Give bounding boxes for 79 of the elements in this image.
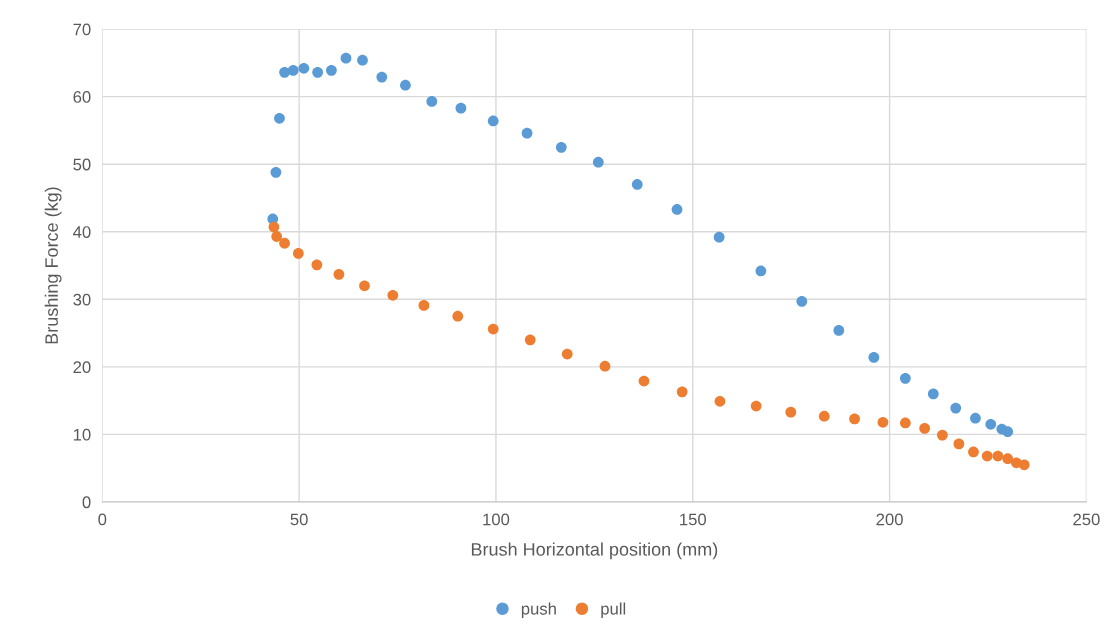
point xyxy=(796,295,808,307)
point xyxy=(487,323,499,335)
point xyxy=(287,64,299,76)
point xyxy=(268,221,280,233)
point xyxy=(387,289,399,301)
point xyxy=(452,310,464,322)
point xyxy=(592,156,604,168)
point xyxy=(927,388,939,400)
x-tick-label: 150 xyxy=(680,513,707,526)
point xyxy=(271,231,283,242)
point xyxy=(981,450,993,462)
point xyxy=(357,54,368,66)
point xyxy=(292,248,304,259)
y-tick-label: 60 xyxy=(73,91,91,103)
y-tick-label: 70 xyxy=(73,23,91,36)
x-tick-label: 50 xyxy=(290,513,308,526)
point xyxy=(1002,426,1014,438)
point xyxy=(818,410,830,422)
point xyxy=(279,66,290,78)
point xyxy=(340,52,352,64)
legend-label: pull xyxy=(601,602,626,618)
point xyxy=(849,413,860,425)
point xyxy=(487,115,499,127)
point xyxy=(638,375,650,387)
point xyxy=(274,112,285,124)
point xyxy=(311,259,323,271)
point xyxy=(713,231,725,243)
point xyxy=(714,395,726,407)
point xyxy=(312,66,324,78)
point xyxy=(785,406,797,418)
point xyxy=(1018,459,1030,471)
y-tick-label: 0 xyxy=(82,496,91,509)
x-axis-title: Brush Horizontal position (mm) xyxy=(471,542,718,560)
point xyxy=(953,438,965,450)
point xyxy=(279,237,290,249)
point xyxy=(936,429,948,441)
point xyxy=(671,204,683,215)
x-tick-label: 250 xyxy=(1073,513,1100,526)
point xyxy=(418,300,430,311)
x-tick-label: 200 xyxy=(876,513,903,526)
point xyxy=(561,348,573,360)
point xyxy=(950,402,962,414)
x-tick-label: 0 xyxy=(98,513,107,526)
point xyxy=(899,417,911,429)
y-tick-label: 20 xyxy=(73,361,91,374)
point xyxy=(376,71,388,83)
point xyxy=(970,412,981,424)
point xyxy=(919,422,931,434)
point xyxy=(298,62,310,74)
y-tick-label: 10 xyxy=(73,428,91,441)
point xyxy=(750,400,762,412)
point xyxy=(899,372,911,384)
point xyxy=(400,79,411,91)
point xyxy=(426,96,438,107)
point xyxy=(599,360,611,372)
point xyxy=(868,352,880,363)
point xyxy=(270,166,282,178)
point xyxy=(631,179,643,190)
legend-label: push xyxy=(521,602,556,618)
point xyxy=(333,268,345,280)
point xyxy=(833,325,845,336)
y-axis-title: Brushing Force (kg) xyxy=(44,187,62,344)
point xyxy=(755,265,767,277)
point xyxy=(968,446,979,458)
point xyxy=(877,416,889,428)
x-tick-label: 100 xyxy=(483,513,510,526)
point xyxy=(992,450,1004,462)
point xyxy=(555,141,567,153)
point xyxy=(985,418,997,430)
point xyxy=(359,280,370,292)
y-tick-label: 50 xyxy=(73,158,91,171)
y-tick-label: 40 xyxy=(73,226,91,238)
point xyxy=(524,334,536,346)
y-tick-label: 30 xyxy=(73,293,91,306)
point xyxy=(676,386,688,398)
point xyxy=(1002,453,1014,465)
point xyxy=(326,64,337,76)
point xyxy=(455,102,467,114)
point xyxy=(521,127,533,139)
